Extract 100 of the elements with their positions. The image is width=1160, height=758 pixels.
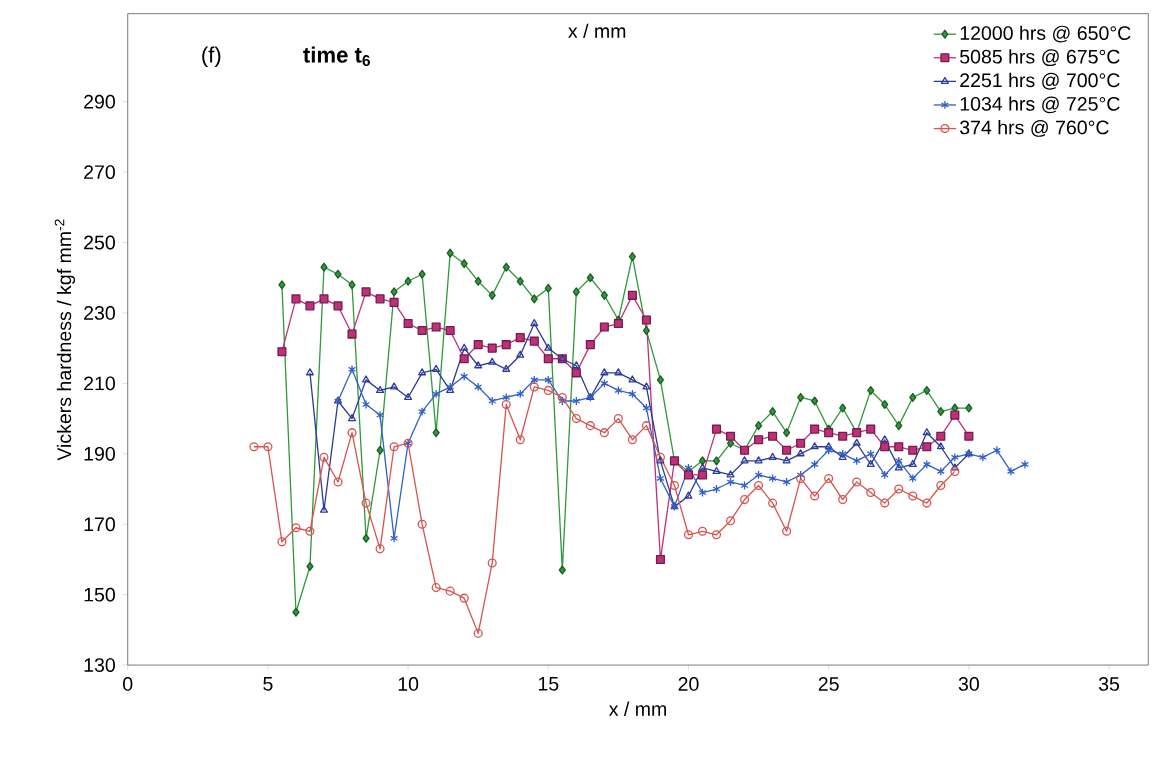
point	[543, 385, 553, 396]
point	[516, 350, 525, 358]
point	[923, 385, 931, 396]
point	[866, 459, 875, 468]
point	[291, 523, 301, 533]
point	[320, 262, 328, 272]
point	[474, 361, 483, 369]
point	[291, 294, 301, 304]
point	[390, 287, 398, 297]
point	[586, 273, 594, 283]
point	[599, 322, 609, 332]
y-tick-label: 290	[84, 94, 115, 109]
point	[936, 466, 945, 477]
point	[305, 301, 315, 311]
point	[292, 607, 300, 617]
point	[1006, 466, 1015, 477]
point	[782, 456, 791, 464]
point	[613, 319, 623, 329]
point	[432, 389, 441, 399]
point	[544, 343, 553, 351]
point	[544, 283, 552, 293]
point	[376, 385, 385, 394]
point	[992, 445, 1001, 455]
point	[418, 269, 426, 279]
point	[614, 368, 623, 376]
point	[558, 565, 566, 575]
point	[501, 400, 511, 410]
point	[404, 392, 413, 401]
point	[417, 326, 427, 336]
point	[697, 526, 708, 536]
point	[881, 400, 889, 410]
point	[530, 294, 538, 304]
point	[628, 389, 637, 399]
legend-label: 12000 hrs @ 650°C	[960, 25, 1131, 43]
text: (f)	[202, 46, 221, 68]
point	[754, 456, 763, 464]
point	[894, 463, 903, 471]
point	[404, 276, 412, 286]
point	[628, 375, 637, 383]
point	[978, 452, 987, 462]
point	[894, 484, 904, 494]
y-tick-label: 190	[84, 446, 115, 461]
point	[880, 442, 890, 452]
point	[278, 280, 286, 290]
point	[572, 361, 581, 369]
point	[839, 403, 847, 413]
point	[838, 431, 848, 441]
point	[361, 287, 371, 297]
point	[810, 442, 819, 450]
point	[530, 375, 539, 385]
point	[894, 442, 904, 452]
point	[937, 407, 945, 417]
point	[362, 400, 371, 410]
x-tick-label: 35	[1098, 677, 1120, 691]
point	[348, 280, 356, 290]
point	[797, 392, 805, 403]
point	[739, 495, 750, 505]
legend-label: 1034 hrs @ 725°C	[960, 96, 1120, 114]
point	[669, 481, 680, 491]
point	[909, 392, 917, 403]
point	[725, 431, 736, 441]
y-tick-label: 150	[84, 587, 115, 602]
point	[431, 583, 441, 593]
point	[487, 558, 497, 568]
point	[529, 382, 539, 392]
point	[305, 368, 315, 376]
point	[880, 470, 889, 480]
point	[361, 498, 371, 508]
point	[515, 435, 525, 445]
text: time t$_{6}$	[303, 46, 370, 67]
point	[502, 392, 511, 403]
point	[725, 516, 736, 526]
point	[516, 389, 525, 399]
point	[810, 459, 819, 469]
point	[711, 424, 722, 434]
point	[866, 488, 876, 498]
point	[754, 421, 763, 431]
point	[810, 424, 820, 434]
point	[908, 459, 917, 468]
point	[389, 442, 399, 452]
point	[656, 456, 665, 464]
point	[824, 428, 834, 438]
point	[277, 347, 287, 357]
y-tick-label: 250	[84, 235, 115, 250]
point	[614, 385, 623, 396]
point	[571, 414, 581, 424]
point	[599, 428, 609, 438]
point	[936, 431, 946, 441]
point	[796, 449, 805, 457]
point	[502, 262, 510, 272]
point	[347, 329, 357, 339]
point	[768, 452, 777, 460]
point	[698, 456, 707, 466]
point	[965, 403, 973, 413]
point	[712, 484, 721, 494]
point	[460, 343, 469, 351]
y-tick-label: 270	[84, 165, 115, 180]
point	[319, 452, 329, 462]
point	[824, 445, 833, 455]
point	[642, 326, 650, 336]
